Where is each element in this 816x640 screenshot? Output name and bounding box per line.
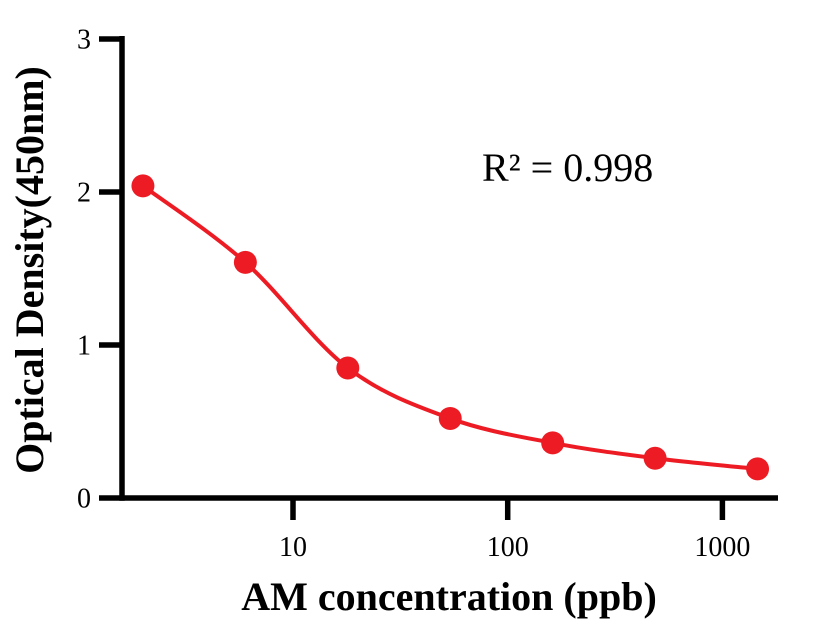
r-squared-annotation: R² = 0.998 [482,145,654,190]
y-axis-title: Optical Density(450nm) [7,66,52,474]
data-point-6 [643,446,667,470]
x-tick-label-10: 10 [279,532,307,563]
data-point-7 [746,457,770,481]
y-tick-label-0: 0 [77,484,91,515]
x-tick-label-100: 100 [487,532,529,563]
data-point-2 [233,250,257,274]
y-tick-label-2: 2 [77,178,91,209]
x-axis-title: AM concentration (ppb) [241,574,657,619]
data-point-1 [131,174,155,198]
y-tick-label-1: 1 [77,331,91,362]
data-point-4 [438,406,462,430]
y-tick-label-3: 3 [77,25,91,56]
data-point-3 [336,356,360,380]
data-point-5 [541,431,565,455]
x-tick-label-1000: 1000 [694,532,750,563]
